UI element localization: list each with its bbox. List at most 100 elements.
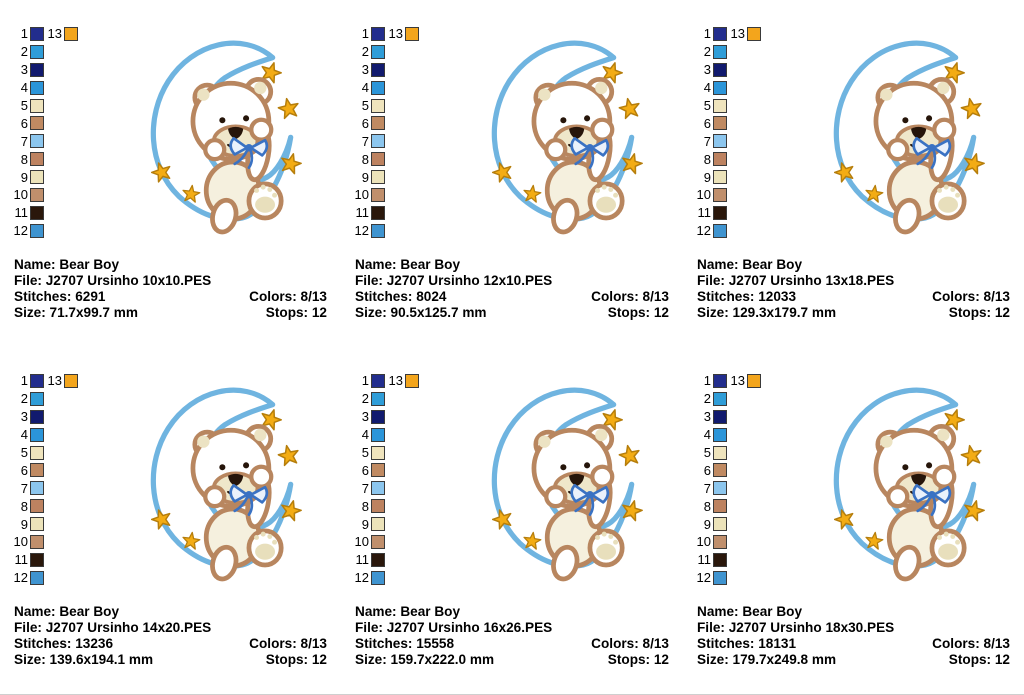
colors-value: 8/13 xyxy=(642,289,669,304)
bow-right-loop xyxy=(590,485,610,504)
stitches-label: Stitches: xyxy=(14,636,72,651)
colors-label: Colors: xyxy=(932,289,980,304)
thread-number: 1 xyxy=(703,26,711,42)
thread-swatch xyxy=(371,409,385,424)
thread-swatch xyxy=(371,481,385,496)
colors-label: Colors: xyxy=(591,636,639,651)
stitches-label: Stitches: xyxy=(355,289,413,304)
size-pair: Size: 159.7x222.0 mm xyxy=(355,652,494,668)
bear-right-paw xyxy=(932,464,957,489)
palette-row: 10 xyxy=(2,533,78,551)
bear-right-paw xyxy=(590,464,615,489)
bear-moon-design-preview xyxy=(477,22,663,246)
bow-right-loop xyxy=(932,138,952,157)
palette-row: 12 xyxy=(685,222,761,240)
thread-swatch xyxy=(405,26,419,41)
name-line: Name: Bear Boy xyxy=(14,604,327,620)
thread-number: 10 xyxy=(354,187,369,203)
name-label: Name: xyxy=(355,257,397,272)
thread-swatch xyxy=(713,223,727,238)
bear-moon-design-preview xyxy=(477,369,663,593)
thread-swatch xyxy=(713,534,727,549)
palette-row: 2 xyxy=(2,43,78,61)
thread-swatch xyxy=(371,80,385,95)
design-panel: 1 13 2 3 4 5 6 7 8 9 10 11 12 xyxy=(0,347,341,694)
bear-face xyxy=(902,462,933,487)
bow-tails xyxy=(574,149,595,170)
bear-group xyxy=(873,77,967,235)
stops-label: Stops: xyxy=(607,305,651,320)
star-icon xyxy=(150,509,171,530)
thread-swatch xyxy=(371,499,385,514)
nose xyxy=(228,126,244,140)
bear-on-moon-graphic xyxy=(150,40,302,235)
stars-group xyxy=(491,409,643,550)
palette-row: 11 xyxy=(343,204,419,222)
palette-row: 3 xyxy=(685,61,761,79)
file-line: File: J2707 Ursinho 13x18.PES xyxy=(697,273,1010,289)
thread-swatch xyxy=(713,570,727,585)
bear-left-paw xyxy=(544,138,568,162)
thread-swatch xyxy=(713,391,727,406)
thread-number: 5 xyxy=(361,445,369,460)
stops-value: 12 xyxy=(653,652,669,667)
palette-row: 4 xyxy=(2,426,78,444)
file-line: File: J2707 Ursinho 12x10.PES xyxy=(355,273,669,289)
colors-value: 8/13 xyxy=(300,289,327,304)
bear-face xyxy=(219,462,250,487)
thread-swatch xyxy=(371,134,385,149)
thread-swatch xyxy=(371,445,385,460)
file-value: J2707 Ursinho 14x20.PES xyxy=(45,620,212,635)
bear-right-paw xyxy=(249,117,274,142)
bow-right-loop xyxy=(932,485,952,504)
bow-ribbon xyxy=(229,483,269,517)
colors-label: Colors: xyxy=(249,289,297,304)
size-stops-line: Size: 179.7x249.8 mm Stops: 12 xyxy=(697,652,1010,668)
star-icon xyxy=(964,500,985,522)
bow-left-loop xyxy=(912,136,932,156)
right-eye xyxy=(243,462,250,469)
thread-number: 3 xyxy=(361,62,369,78)
thread-swatch xyxy=(371,205,385,220)
stars-group xyxy=(833,409,985,550)
size-label: Size: xyxy=(697,305,729,320)
palette-row: 1 13 xyxy=(685,372,761,390)
palette-row: 7 xyxy=(2,479,78,497)
thread-number: 13 xyxy=(47,373,62,389)
thread-swatch xyxy=(713,170,727,185)
thread-number: 12 xyxy=(696,223,711,239)
size-value: 179.7x249.8 mm xyxy=(732,652,837,667)
thread-number: 1 xyxy=(703,373,711,389)
name-line: Name: Bear Boy xyxy=(697,257,1010,273)
thread-number: 2 xyxy=(703,44,711,60)
thread-swatch xyxy=(713,62,727,77)
thread-swatch xyxy=(713,552,727,567)
palette-row: 7 xyxy=(685,132,761,150)
palette-row: 8 xyxy=(343,497,419,515)
bow-knot xyxy=(245,143,253,152)
bow-tails xyxy=(916,149,937,170)
size-pair: Size: 179.7x249.8 mm xyxy=(697,652,836,668)
thread-color-palette: 1 13 2 3 4 5 6 7 8 9 10 11 12 xyxy=(2,25,78,240)
palette-row: 5 xyxy=(343,97,419,115)
thread-number: 6 xyxy=(361,462,369,478)
thread-color-palette: 1 13 2 3 4 5 6 7 8 9 10 11 12 xyxy=(343,25,419,240)
bear-face xyxy=(560,462,591,487)
thread-swatch xyxy=(747,26,761,41)
palette-row: 4 xyxy=(2,79,78,97)
bear-left-paw xyxy=(203,138,227,162)
thread-swatch xyxy=(713,116,727,131)
thread-swatch xyxy=(30,517,44,532)
thread-swatch xyxy=(30,26,44,41)
stitches-value: 8024 xyxy=(416,289,447,304)
file-line: File: J2707 Ursinho 10x10.PES xyxy=(14,273,327,289)
thread-swatch xyxy=(30,170,44,185)
thread-number: 6 xyxy=(20,462,28,478)
right-eye xyxy=(584,115,591,122)
palette-row: 5 xyxy=(2,97,78,115)
bear-on-moon-graphic xyxy=(833,387,985,582)
nose xyxy=(228,473,244,487)
palette-row: 10 xyxy=(685,186,761,204)
palette-row: 9 xyxy=(2,515,78,533)
colors-pair: Colors: 8/13 xyxy=(932,289,1010,305)
